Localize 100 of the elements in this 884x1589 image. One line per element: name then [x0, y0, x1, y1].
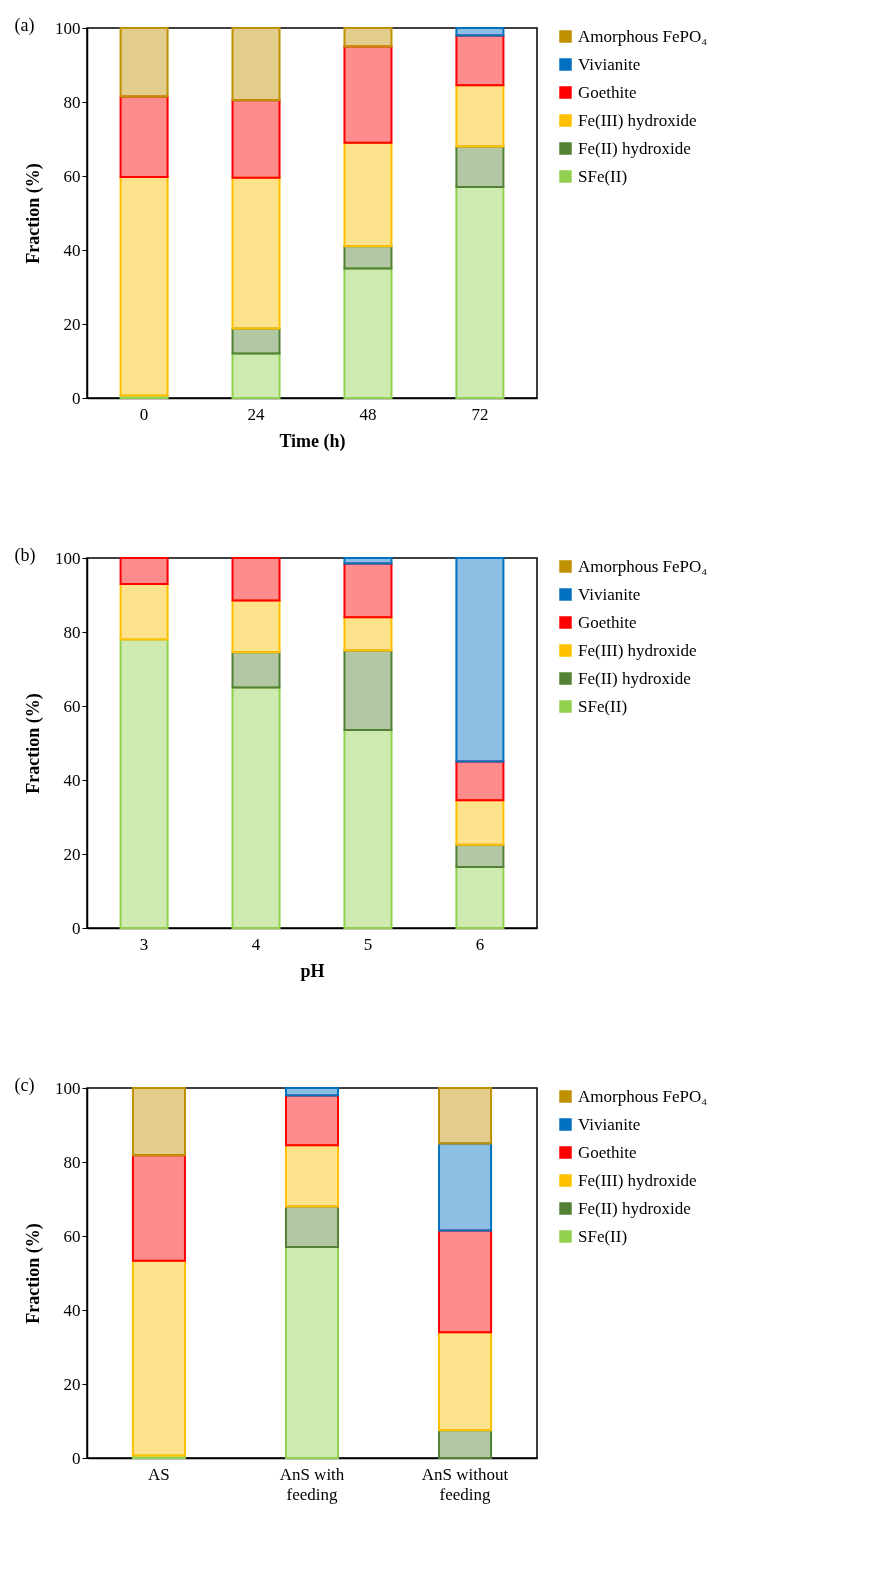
chart-title: (a): [14, 15, 35, 36]
bar: [343, 141, 393, 248]
bar: [438, 1429, 493, 1459]
bar: [119, 95, 169, 179]
bar: [438, 1087, 493, 1145]
y-axis-title: Fraction (%): [23, 1223, 44, 1324]
bar: [343, 557, 393, 565]
bar: [343, 245, 393, 270]
bar: [231, 27, 281, 102]
x-tick-label: AnS without feeding: [421, 1464, 509, 1504]
bar: [231, 599, 281, 654]
bar: [343, 267, 393, 399]
bar: [438, 1229, 493, 1334]
legend-label: Goethite: [578, 1142, 637, 1162]
bar: [231, 176, 281, 330]
chart-title: (b): [14, 545, 36, 566]
legend-label: SFe(II): [578, 1226, 628, 1246]
y-tick-label: 0: [72, 388, 81, 408]
bar: [455, 843, 505, 868]
x-tick-label: 6: [475, 934, 485, 954]
y-axis-title: Fraction (%): [23, 163, 44, 264]
bar: [231, 686, 281, 929]
y-tick-label: 100: [55, 18, 81, 38]
y-tick-label: 80: [63, 92, 81, 112]
bar: [455, 27, 505, 37]
bar: [343, 45, 393, 144]
bar: [455, 145, 505, 189]
bar: [343, 27, 393, 48]
bar: [231, 651, 281, 689]
bar: [231, 557, 281, 602]
bar: [284, 1205, 340, 1249]
bar: [131, 1154, 186, 1262]
legend-label: Vivianite: [578, 54, 641, 74]
legend-label: Fe(III) hydroxide: [578, 110, 697, 130]
bar: [343, 649, 393, 732]
bar: [455, 799, 505, 846]
legend-label: Vivianite: [578, 1114, 641, 1134]
bar: [438, 1331, 493, 1432]
bar: [343, 729, 393, 929]
legend-label: Amorphous FePO₄: [578, 1086, 708, 1106]
y-axis-title: Fraction (%): [23, 693, 44, 794]
x-tick-label: 72: [471, 404, 489, 424]
y-tick-label: 0: [72, 1448, 81, 1468]
y-tick-label: 80: [63, 1152, 81, 1172]
legend-label: SFe(II): [578, 696, 628, 716]
x-tick-label: 0: [139, 404, 149, 424]
legend-label: Amorphous FePO₄: [578, 556, 708, 576]
bar: [455, 865, 505, 929]
bar: [119, 27, 169, 98]
bar: [119, 557, 169, 585]
bar: [455, 186, 505, 399]
bar: [455, 557, 505, 763]
legend-label: Vivianite: [578, 584, 641, 604]
legend-label: Goethite: [578, 612, 637, 632]
bar: [455, 760, 505, 802]
x-tick-label: 48: [359, 404, 377, 424]
x-axis-title: Time (h): [279, 430, 346, 452]
bar: [231, 327, 281, 355]
y-tick-label: 40: [63, 770, 81, 790]
bar: [455, 34, 505, 87]
bar: [119, 176, 169, 397]
y-tick-label: 80: [63, 622, 81, 642]
bar: [119, 638, 169, 929]
y-tick-label: 20: [63, 314, 81, 334]
y-tick-label: 60: [63, 1226, 81, 1246]
y-tick-label: 0: [72, 918, 81, 938]
y-tick-label: 100: [55, 548, 81, 568]
bar: [438, 1142, 493, 1232]
y-tick-label: 60: [63, 166, 81, 186]
bar: [119, 582, 169, 641]
legend-label: SFe(II): [578, 166, 628, 186]
x-tick-label: 4: [251, 934, 261, 954]
legend-label: Fe(II) hydroxide: [578, 1198, 691, 1218]
bar: [284, 1144, 340, 1208]
bar: [455, 84, 505, 148]
bar: [231, 99, 281, 179]
y-tick-label: 40: [63, 1300, 81, 1320]
bar: [284, 1246, 340, 1459]
x-tick-label: 5: [363, 934, 373, 954]
bar: [131, 1087, 186, 1157]
x-tick-label: 24: [247, 404, 266, 424]
y-tick-label: 40: [63, 240, 81, 260]
y-tick-label: 60: [63, 696, 81, 716]
bar: [343, 562, 393, 619]
y-tick-label: 20: [63, 1374, 81, 1394]
legend-label: Fe(III) hydroxide: [578, 640, 697, 660]
legend-label: Fe(III) hydroxide: [578, 1170, 697, 1190]
bar: [284, 1094, 340, 1147]
y-tick-label: 20: [63, 844, 81, 864]
chart-title: (c): [14, 1075, 35, 1096]
bar: [343, 616, 393, 652]
legend-label: Fe(II) hydroxide: [578, 138, 691, 158]
x-axis-title: pH: [300, 960, 325, 981]
y-tick-label: 100: [55, 1078, 81, 1098]
x-tick-label: 3: [139, 934, 149, 954]
bar: [284, 1087, 340, 1097]
x-tick-label: AnS with feeding: [279, 1464, 345, 1504]
x-tick-label: AS: [148, 1464, 170, 1484]
legend-label: Goethite: [578, 82, 637, 102]
legend-label: Fe(II) hydroxide: [578, 668, 691, 688]
